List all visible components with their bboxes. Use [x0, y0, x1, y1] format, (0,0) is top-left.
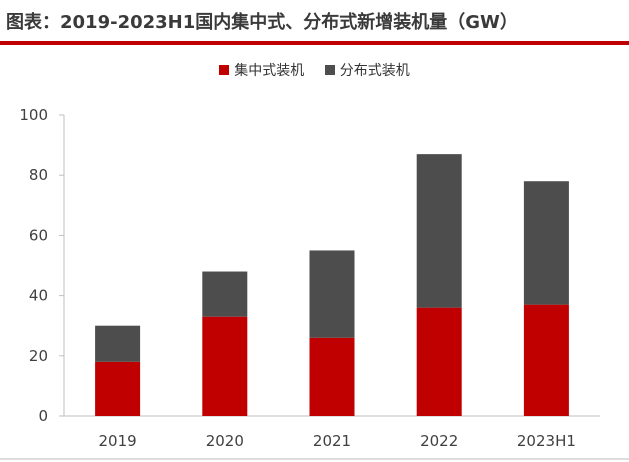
bar-distributed — [523, 181, 569, 305]
legend: 集中式装机 分布式装机 — [0, 60, 629, 80]
chart-title: 图表：2019-2023H1国内集中式、分布式新增装机量（GW） — [6, 12, 518, 33]
bar-distributed — [309, 250, 355, 338]
bar-distributed — [416, 154, 462, 308]
legend-label-centralized: 集中式装机 — [234, 63, 305, 79]
y-tick-label: 80 — [29, 166, 48, 184]
legend-item-centralized: 集中式装机 — [219, 60, 304, 80]
legend-item-distributed: 分布式装机 — [324, 60, 410, 80]
bar-centralized — [523, 304, 569, 416]
bar-centralized — [416, 307, 462, 416]
x-tick-label: 2022 — [420, 432, 458, 450]
x-tick-label: 2021 — [313, 432, 351, 450]
legend-swatch-distributed — [324, 65, 335, 75]
y-tick-label: 0 — [38, 407, 48, 425]
bar-distributed — [95, 325, 141, 362]
y-tick-label: 40 — [29, 287, 48, 305]
legend-swatch-centralized — [219, 65, 230, 75]
bar-centralized — [95, 361, 141, 416]
x-tick-label: 2020 — [206, 432, 244, 450]
bottom-divider — [0, 458, 629, 460]
bar-centralized — [202, 316, 248, 416]
y-tick-label: 60 — [29, 226, 48, 244]
x-tick-label: 2019 — [99, 432, 137, 450]
title-underline — [0, 41, 629, 45]
bar-distributed — [202, 271, 248, 317]
legend-label-distributed: 分布式装机 — [339, 63, 410, 79]
y-tick-label: 20 — [29, 347, 48, 365]
x-tick-label: 2023H1 — [517, 432, 576, 450]
y-tick-label: 100 — [19, 106, 48, 124]
bar-centralized — [309, 337, 355, 416]
